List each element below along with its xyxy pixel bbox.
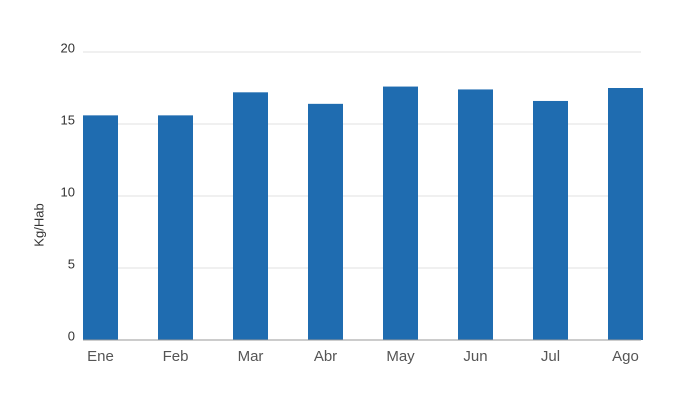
bar [383, 86, 418, 340]
x-tick-label: Jul [541, 348, 560, 365]
x-tick-label: Feb [163, 348, 189, 365]
y-tick-label: 15 [61, 112, 75, 127]
x-tick-label: Jun [463, 348, 487, 365]
bar [533, 100, 568, 341]
y-tick-label: 0 [68, 328, 75, 343]
x-tick-label: May [386, 348, 415, 365]
bar [308, 103, 343, 340]
bar [608, 88, 643, 340]
bar [158, 115, 193, 340]
x-tick-label: Ene [87, 348, 114, 365]
y-tick-label: 5 [68, 256, 75, 271]
x-tick-label: Abr [314, 348, 337, 365]
bar [83, 115, 118, 340]
y-tick-label: 10 [61, 184, 75, 199]
y-axis-title: Kg/Hab [31, 203, 46, 246]
bar [233, 92, 268, 340]
x-tick-label: Mar [238, 348, 264, 365]
x-tick-label: Ago [612, 348, 639, 365]
bar [458, 89, 493, 340]
y-tick-label: 20 [61, 40, 75, 55]
